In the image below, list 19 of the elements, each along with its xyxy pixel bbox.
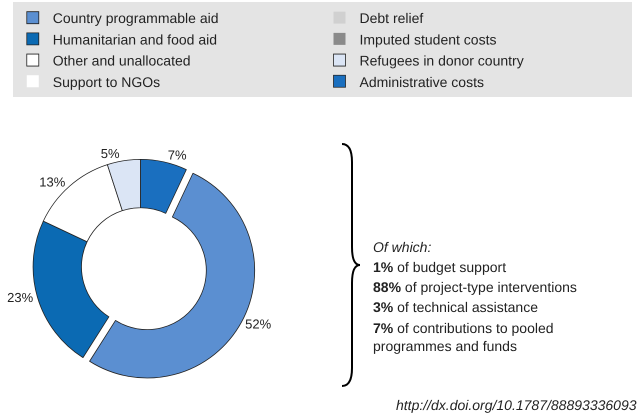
text: 1% of budget support [373, 259, 506, 275]
text: 3% of technical assistance [373, 299, 538, 315]
legend-label: Country programmable aid [52, 10, 219, 26]
text: Of which: [373, 239, 432, 255]
legend-label: Debt relief [360, 10, 424, 26]
text: 7% of contributions to pooled programmes and funds [373, 320, 554, 354]
legend-label: Administrative costs [360, 74, 484, 90]
data-label: 13% [39, 174, 66, 190]
legend-label: Other and unallocated [52, 52, 191, 69]
legend-label: Imputed student costs [360, 31, 496, 48]
data-label: 23% [7, 290, 34, 305]
data-label: 7% [168, 147, 188, 162]
data-label: 52% [245, 316, 272, 332]
legend-label: Support to NGOs [52, 74, 160, 90]
data-label: 5% [100, 146, 120, 161]
legend-label: Refugees in donor country [360, 52, 524, 69]
text: 88% of project-type interventions [373, 279, 577, 295]
text: http://dx.doi.org/10.1787/88893336093 [396, 397, 637, 413]
legend-label: Humanitarian and food aid [52, 31, 218, 48]
